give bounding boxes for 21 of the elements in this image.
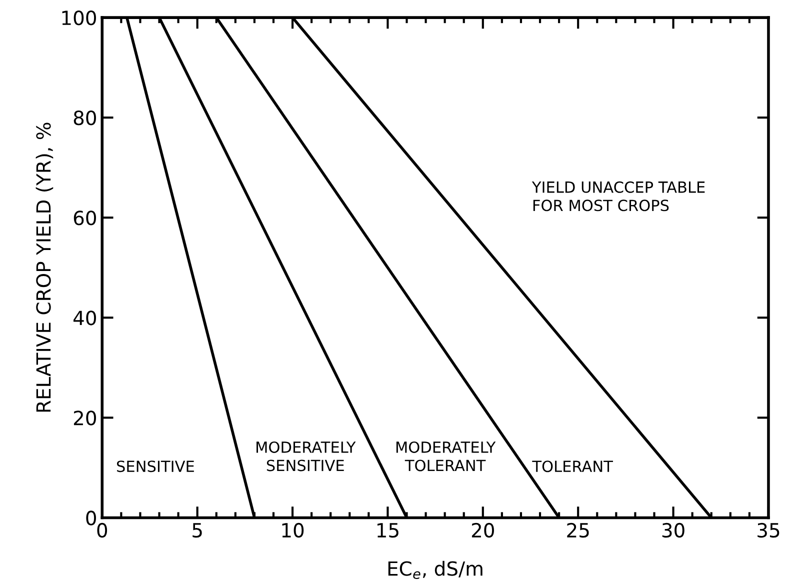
x-tick-label: 5 <box>192 523 202 538</box>
x-axis-title: EC$_{e}$, dS/m <box>388 560 482 580</box>
y-axis-title: RELATIVE CROP YIELD (YR), % <box>36 122 54 412</box>
x-tick-label: 20 <box>472 522 494 538</box>
x-tick-label: 25 <box>567 522 589 538</box>
x-tick-label: 35 <box>758 522 780 538</box>
annotation: MODERATELY SENSITIVE <box>256 441 356 472</box>
x-tick-label: 10 <box>282 522 304 538</box>
x-tick-label: 15 <box>377 523 398 538</box>
x-tick-label: 0 <box>97 522 108 538</box>
y-tick-label: 0 <box>86 510 96 526</box>
y-tick-label: 80 <box>74 110 96 126</box>
annotation: MODERATELY TOLERANT <box>396 441 496 472</box>
y-tick-label: 100 <box>62 10 96 26</box>
annotation: SENSITIVE <box>116 460 194 472</box>
y-tick-label: 20 <box>74 410 96 426</box>
x-tick-label: 30 <box>662 522 684 538</box>
y-tick-label: 60 <box>74 210 96 226</box>
annotation: YIELD UNACCEP TABLE FOR MOST CROPS <box>532 181 705 212</box>
y-tick-label: 40 <box>73 310 96 326</box>
annotation: TOLERANT <box>532 460 613 472</box>
